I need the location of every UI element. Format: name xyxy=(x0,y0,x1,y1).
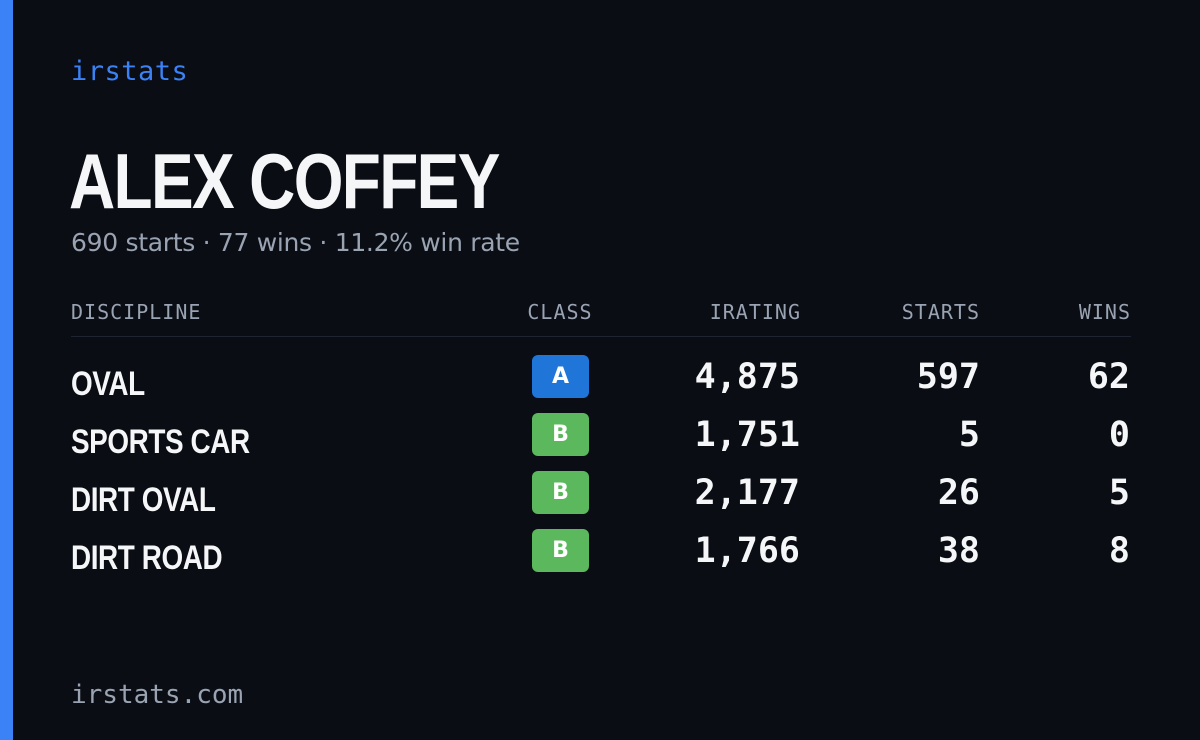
driver-summary: 690 starts · 77 wins · 11.2% win rate xyxy=(71,228,520,257)
wins-value: 5 xyxy=(1108,473,1130,513)
wins-value: 62 xyxy=(1087,357,1130,397)
header-class: CLASS xyxy=(527,300,593,324)
class-badge: B xyxy=(532,413,589,456)
header-discipline: DISCIPLINE xyxy=(71,300,202,324)
table-row: DIRT OVAL B 2,177 26 5 xyxy=(71,471,1131,529)
starts-value: 26 xyxy=(937,473,980,513)
starts-value: 5 xyxy=(958,415,980,455)
irating-value: 4,875 xyxy=(694,357,800,397)
discipline-name: OVAL xyxy=(71,365,145,403)
table-row: DIRT ROAD B 1,766 38 8 xyxy=(71,529,1131,587)
driver-name: ALEX COFFEY xyxy=(69,137,500,225)
table-body: OVAL A 4,875 597 62 SPORTS CAR B 1,751 5… xyxy=(71,355,1131,587)
header-starts: STARTS xyxy=(901,300,980,324)
table-header: DISCIPLINE CLASS IRATING STARTS WINS xyxy=(71,296,1131,337)
stats-table: DISCIPLINE CLASS IRATING STARTS WINS OVA… xyxy=(71,296,1131,587)
header-wins: WINS xyxy=(1078,300,1131,324)
wins-value: 0 xyxy=(1108,415,1130,455)
accent-bar xyxy=(0,0,13,740)
class-badge: A xyxy=(532,355,589,398)
discipline-name: DIRT ROAD xyxy=(71,539,223,577)
irating-value: 1,751 xyxy=(694,415,800,455)
table-row: SPORTS CAR B 1,751 5 0 xyxy=(71,413,1131,471)
irating-value: 2,177 xyxy=(694,473,800,513)
discipline-name: SPORTS CAR xyxy=(71,423,250,461)
starts-value: 597 xyxy=(916,357,980,397)
footer-url[interactable]: irstats.com xyxy=(71,680,244,710)
wins-value: 8 xyxy=(1108,531,1130,571)
header-irating: IRATING xyxy=(709,300,801,324)
brand-label: irstats xyxy=(71,56,189,87)
class-badge: B xyxy=(532,529,589,572)
starts-value: 38 xyxy=(937,531,980,571)
table-row: OVAL A 4,875 597 62 xyxy=(71,355,1131,413)
discipline-name: DIRT OVAL xyxy=(71,481,216,519)
class-badge: B xyxy=(532,471,589,514)
irating-value: 1,766 xyxy=(694,531,800,571)
